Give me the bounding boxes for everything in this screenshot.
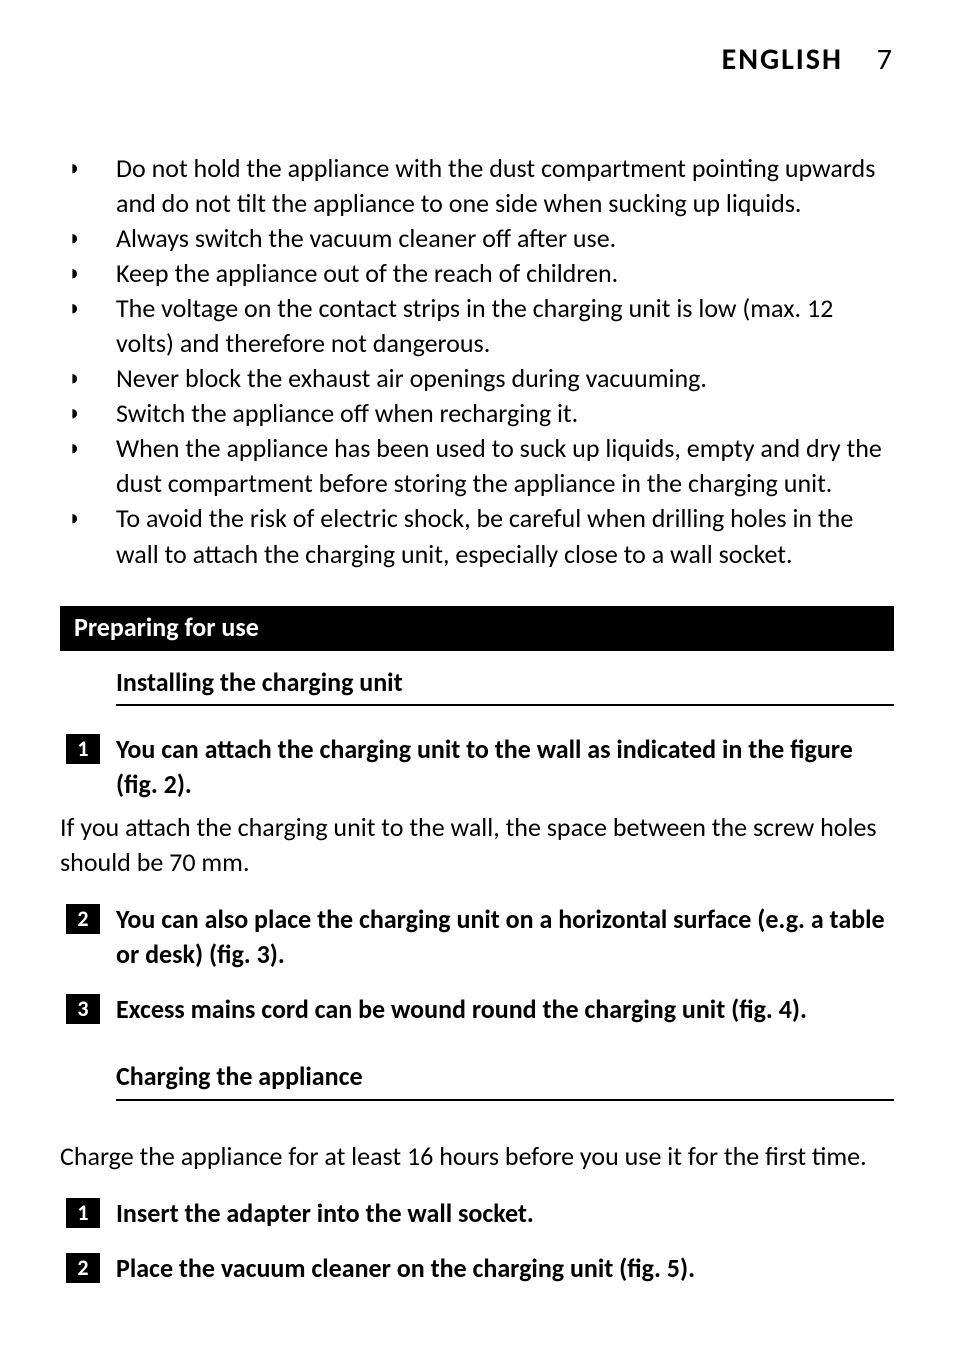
subheading-charging: Charging the appliance [116, 1059, 894, 1100]
safety-bullet: Never block the exhaust air openings dur… [60, 361, 894, 396]
step-2-charging: 2 Place the vacuum cleaner on the chargi… [60, 1251, 894, 1286]
step-3-installing: 3 Excess mains cord can be wound round t… [60, 992, 894, 1027]
charging-intro: Charge the appliance for at least 16 hou… [60, 1139, 894, 1174]
step-2-installing: 2 You can also place the charging unit o… [60, 902, 894, 972]
safety-bullet: When the appliance has been used to suck… [60, 431, 894, 501]
step-1-charging: 1 Insert the adapter into the wall socke… [60, 1196, 894, 1231]
header-page-number: 7 [877, 41, 894, 78]
step-1-installing: 1 You can attach the charging unit to th… [60, 732, 894, 802]
header-language: ENGLISH [722, 41, 843, 78]
step-number-badge: 1 [66, 734, 100, 764]
page-header: ENGLISH 7 [60, 40, 894, 81]
step-number-badge: 1 [66, 1198, 100, 1228]
safety-bullet: Switch the appliance off when recharging… [60, 396, 894, 431]
installing-note: If you attach the charging unit to the w… [60, 810, 894, 880]
step-text: You can attach the charging unit to the … [116, 733, 853, 800]
safety-bullet: Always switch the vacuum cleaner off aft… [60, 221, 894, 256]
step-text: You can also place the charging unit on … [116, 903, 885, 970]
step-number-badge: 3 [66, 994, 100, 1024]
step-text: Insert the adapter into the wall socket. [116, 1197, 534, 1229]
section-title-preparing: Preparing for use [60, 606, 894, 651]
step-number-badge: 2 [66, 904, 100, 934]
subheading-installing: Installing the charging unit [116, 665, 894, 706]
safety-bullet: Keep the appliance out of the reach of c… [60, 256, 894, 291]
step-text: Excess mains cord can be wound round the… [116, 993, 807, 1025]
step-number-badge: 2 [66, 1253, 100, 1283]
safety-bullet: Do not hold the appliance with the dust … [60, 151, 894, 221]
step-text: Place the vacuum cleaner on the charging… [116, 1252, 695, 1284]
safety-bullet: The voltage on the contact strips in the… [60, 291, 894, 361]
safety-bullet-list: Do not hold the appliance with the dust … [60, 151, 894, 572]
safety-bullet: To avoid the risk of electric shock, be … [60, 501, 894, 571]
